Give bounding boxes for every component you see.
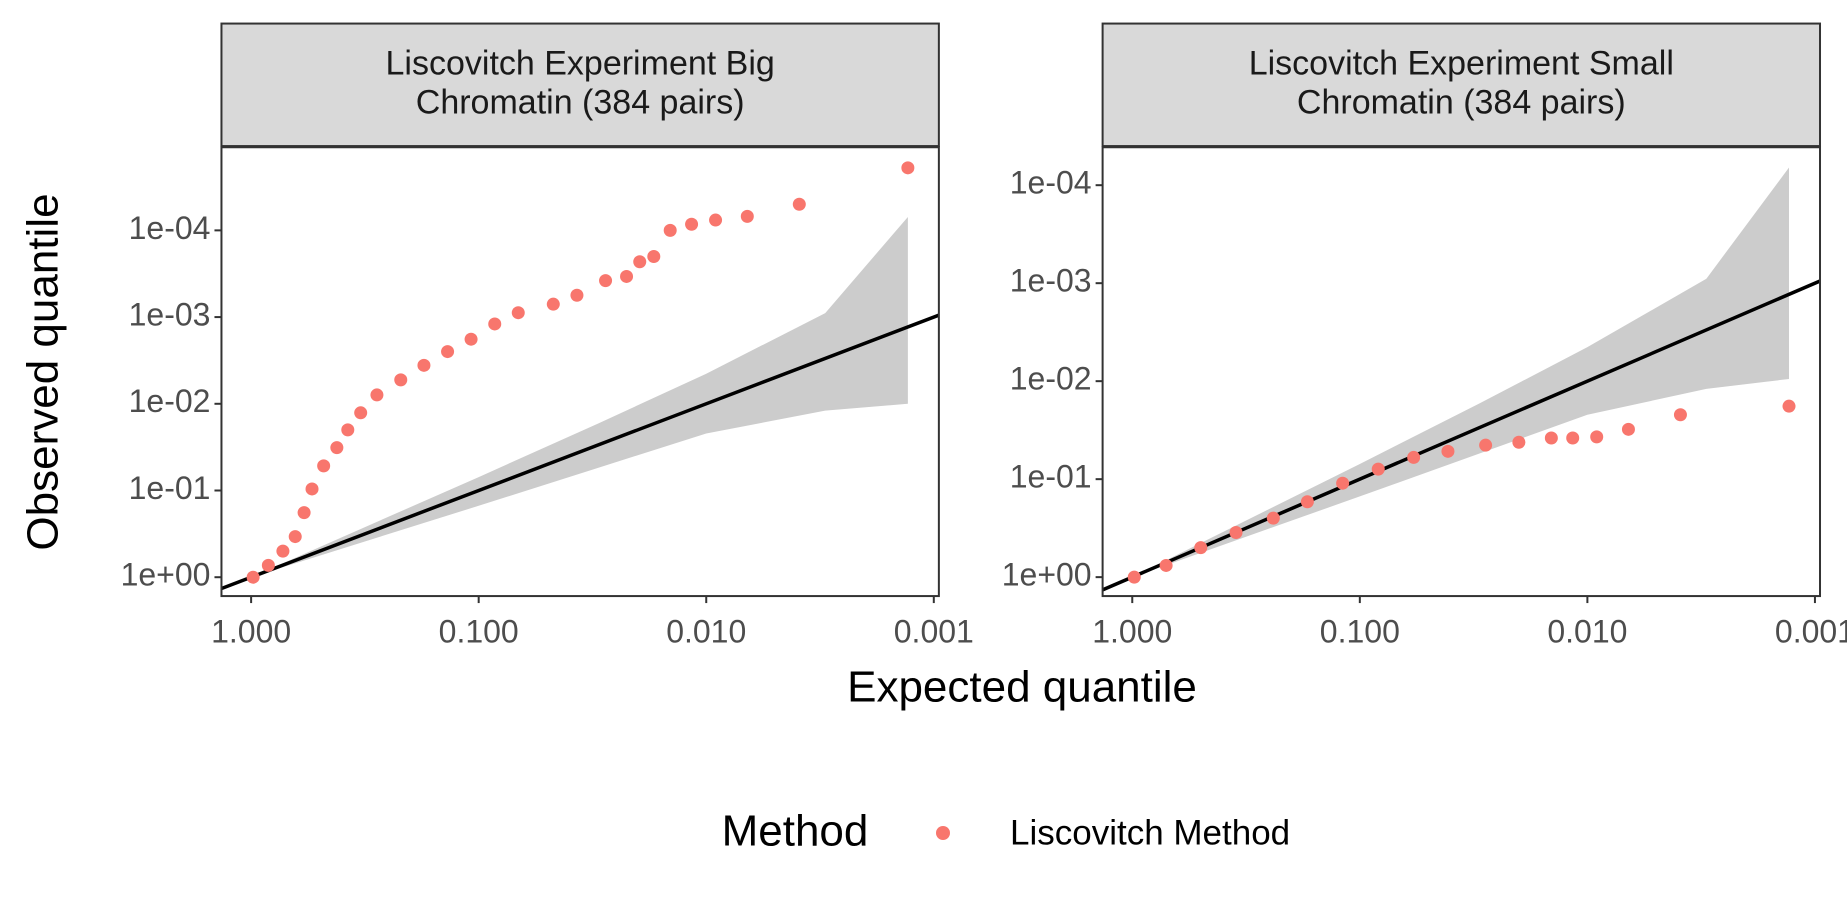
point [709,213,723,227]
point [297,506,311,520]
reference-line [221,313,939,591]
y-tick-label: 1e-03 [129,297,211,333]
y-tick-label: 1e-02 [1010,361,1092,397]
panel-title: Liscovitch Experiment Big Chromatin (384 … [386,44,775,121]
x-tick-label: 1.000 [1092,614,1172,650]
point [276,544,290,558]
panel-title: Liscovitch Experiment Small Chromatin (38… [1249,44,1674,121]
point [1782,399,1796,413]
point [620,269,634,283]
x-axis-title: Expected quantile [847,663,1197,712]
point [1127,570,1141,584]
point [354,406,368,420]
x-tick-label: 0.010 [666,614,746,650]
point [1336,476,1350,490]
point [1159,558,1173,572]
point [685,217,699,231]
point [317,459,331,473]
point [394,373,408,387]
point [901,161,915,175]
point [1229,525,1243,539]
point [792,197,806,211]
panel-border [1101,146,1822,598]
legend-title: Method [722,807,869,856]
point [1371,462,1385,476]
point [1407,450,1421,464]
point [740,209,754,223]
point [1266,511,1280,525]
point [663,223,677,237]
point [370,388,384,402]
y-axis-title: Observed quantile [19,193,68,550]
plot-area [1102,167,1821,592]
point [1673,408,1687,422]
point [570,288,584,302]
point [305,482,319,496]
point [464,332,478,346]
point [417,358,431,372]
x-tick-label: 1.000 [211,614,291,650]
point [246,570,260,584]
y-tick-label: 1e-01 [129,470,211,506]
point [341,423,355,437]
point [488,317,502,331]
point [1512,435,1526,449]
point [261,558,275,572]
point [1300,495,1314,509]
strip [1101,22,1822,148]
reference-line [1102,279,1821,592]
confidence-band [251,216,908,578]
y-tick-label: 1e-01 [1010,459,1092,495]
point [1590,430,1604,444]
point [1194,541,1208,555]
y-tick-label: 1e+00 [1002,557,1092,593]
legend-label: Liscovitch Method [1010,813,1290,852]
x-tick-label: 0.001 [894,614,974,650]
y-tick-label: 1e-04 [1010,165,1092,201]
point [1544,431,1558,445]
plot-area [221,161,939,591]
point [288,530,302,544]
point [647,249,661,263]
legend-marker [936,826,950,840]
confidence-band [1132,167,1790,578]
point [1621,422,1635,436]
panel-border [220,146,940,598]
point [441,345,455,359]
x-tick-label: 0.001 [1775,614,1847,650]
y-tick-label: 1e-04 [129,210,211,246]
point [546,297,560,311]
point [330,441,344,455]
point [633,255,647,269]
point [1441,444,1455,458]
x-tick-label: 0.100 [439,614,519,650]
point [1479,438,1493,452]
point [511,306,525,320]
y-tick-label: 1e-02 [129,383,211,419]
point [1566,431,1580,445]
x-tick-label: 0.010 [1547,614,1627,650]
x-tick-label: 0.100 [1320,614,1400,650]
point [599,274,613,288]
y-tick-label: 1e-03 [1010,263,1092,299]
strip [220,22,940,148]
y-tick-label: 1e+00 [121,557,211,593]
